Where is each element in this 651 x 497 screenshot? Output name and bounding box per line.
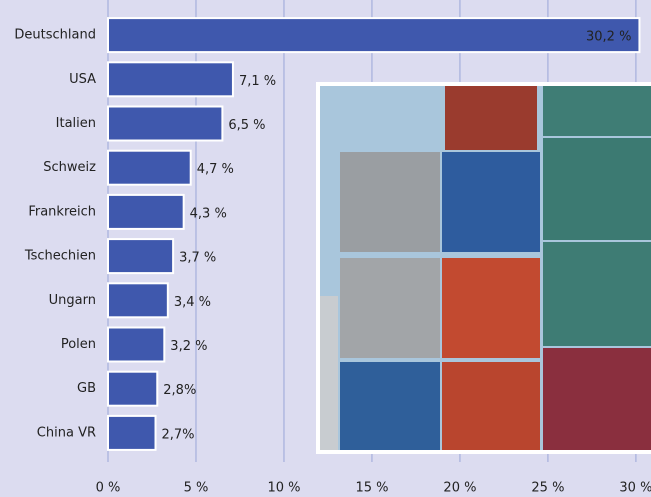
y-tick-label: Italien: [56, 116, 96, 131]
y-tick-label: Tschechien: [24, 249, 96, 264]
value-label: 7,1 %: [239, 74, 276, 89]
x-tick-label: 25 %: [531, 481, 564, 496]
bar: [107, 414, 157, 451]
bar: [107, 370, 159, 407]
bar: [107, 17, 641, 54]
x-tick-label: 10 %: [267, 481, 300, 496]
value-label: 30,2 %: [586, 30, 631, 45]
y-tick-label: China VR: [37, 425, 96, 440]
value-label: 2,8%: [163, 383, 196, 398]
y-tick-label: Ungarn: [49, 293, 96, 308]
bar: [107, 149, 192, 186]
x-tick-label: 15 %: [355, 481, 388, 496]
y-tick-label: USA: [69, 72, 96, 87]
value-label: 3,7 %: [179, 251, 216, 266]
bar: [107, 193, 185, 230]
y-tick-label: Polen: [61, 337, 96, 352]
photo: [316, 82, 651, 454]
bar: [107, 61, 234, 98]
value-label: 3,4 %: [174, 295, 211, 310]
value-label: 2,7%: [162, 427, 195, 442]
bar: [107, 326, 166, 363]
y-tick-label: Frankreich: [28, 204, 96, 219]
value-label: 6,5 %: [228, 118, 265, 133]
bar: [107, 282, 169, 319]
x-tick-label: 30 %: [619, 481, 651, 496]
y-tick-label: GB: [77, 381, 96, 396]
bar: [107, 105, 224, 142]
x-tick-label: 20 %: [443, 481, 476, 496]
value-label: 3,2 %: [170, 339, 207, 354]
value-label: 4,7 %: [197, 162, 234, 177]
x-tick-label: 5 %: [184, 481, 209, 496]
y-tick-label: Deutschland: [14, 28, 96, 43]
bar: [107, 238, 175, 275]
x-tick-label: 0 %: [96, 481, 121, 496]
y-tick-label: Schweiz: [43, 160, 96, 175]
value-label: 4,3 %: [190, 206, 227, 221]
